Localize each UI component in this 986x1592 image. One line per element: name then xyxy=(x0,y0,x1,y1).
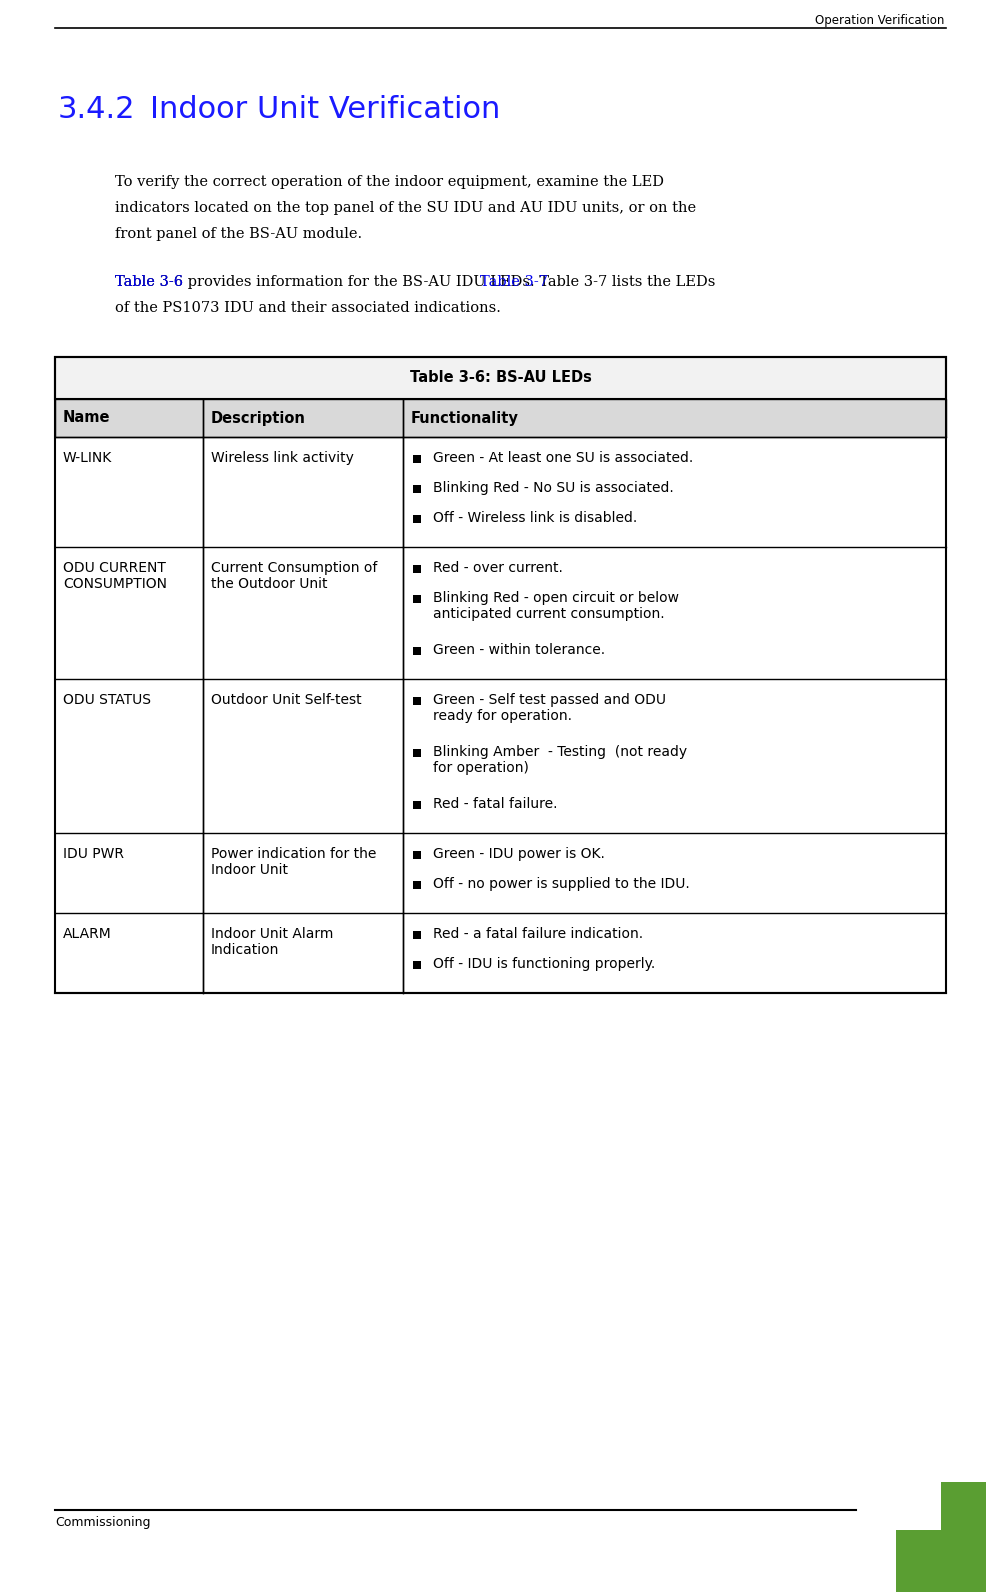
Text: indicators located on the top panel of the SU IDU and AU IDU units, or on the: indicators located on the top panel of t… xyxy=(115,201,696,215)
Text: Green - within tolerance.: Green - within tolerance. xyxy=(433,643,605,657)
Bar xyxy=(413,748,421,758)
Text: ODU STATUS: ODU STATUS xyxy=(63,693,151,707)
Bar xyxy=(413,565,421,573)
Bar xyxy=(413,646,421,654)
Text: IDU PWR: IDU PWR xyxy=(63,847,124,861)
Text: Green - At least one SU is associated.: Green - At least one SU is associated. xyxy=(433,451,693,465)
Text: Wireless link activity: Wireless link activity xyxy=(211,451,354,465)
Text: Table 3-6: BS-AU LEDs: Table 3-6: BS-AU LEDs xyxy=(409,371,592,385)
Bar xyxy=(896,1482,986,1592)
Bar xyxy=(413,880,421,888)
Bar xyxy=(413,852,421,860)
Bar xyxy=(55,436,946,548)
Bar xyxy=(413,486,421,494)
Text: Blinking Amber  - Testing  (not ready
for operation): Blinking Amber - Testing (not ready for … xyxy=(433,745,687,775)
Bar xyxy=(896,1482,986,1530)
Text: ALARM: ALARM xyxy=(63,927,111,941)
Bar xyxy=(413,931,421,939)
Text: 3.4.2: 3.4.2 xyxy=(58,96,135,124)
Bar xyxy=(413,595,421,603)
Text: Off - no power is supplied to the IDU.: Off - no power is supplied to the IDU. xyxy=(433,877,690,892)
Text: of the PS1073 IDU and their associated indications.: of the PS1073 IDU and their associated i… xyxy=(115,301,501,315)
Bar xyxy=(55,357,946,993)
Bar xyxy=(896,1482,941,1530)
Bar xyxy=(55,357,946,400)
Text: front panel of the BS-AU module.: front panel of the BS-AU module. xyxy=(115,228,362,240)
Bar xyxy=(55,912,946,993)
Bar xyxy=(55,833,946,912)
Text: Power indication for the
Indoor Unit: Power indication for the Indoor Unit xyxy=(211,847,377,877)
Text: Commissioning: Commissioning xyxy=(55,1516,151,1528)
Text: Table 3-6: Table 3-6 xyxy=(115,275,183,290)
Bar xyxy=(413,697,421,705)
Text: Name: Name xyxy=(63,411,110,425)
Text: Red - over current.: Red - over current. xyxy=(433,560,563,575)
Text: Operation Verification: Operation Verification xyxy=(814,14,944,27)
Text: Functionality: Functionality xyxy=(411,411,519,425)
Text: Indoor Unit Alarm
Indication: Indoor Unit Alarm Indication xyxy=(211,927,333,957)
Text: Table 3-7: Table 3-7 xyxy=(480,275,548,290)
Bar xyxy=(413,514,421,524)
Text: 51: 51 xyxy=(931,1554,951,1568)
Bar xyxy=(55,680,946,833)
Text: Blinking Red - open circuit or below
anticipated current consumption.: Blinking Red - open circuit or below ant… xyxy=(433,591,679,621)
Text: Table 3-6 provides information for the BS-AU IDU LEDs. Table 3-7 lists the LEDs: Table 3-6 provides information for the B… xyxy=(115,275,716,290)
Text: Outdoor Unit Self-test: Outdoor Unit Self-test xyxy=(211,693,362,707)
Text: Indoor Unit Verification: Indoor Unit Verification xyxy=(150,96,500,124)
Text: Blinking Red - No SU is associated.: Blinking Red - No SU is associated. xyxy=(433,481,673,495)
Text: Off - Wireless link is disabled.: Off - Wireless link is disabled. xyxy=(433,511,637,525)
Text: Green - Self test passed and ODU
ready for operation.: Green - Self test passed and ODU ready f… xyxy=(433,693,666,723)
Bar xyxy=(55,548,946,680)
Text: Current Consumption of
the Outdoor Unit: Current Consumption of the Outdoor Unit xyxy=(211,560,378,591)
Text: W-LINK: W-LINK xyxy=(63,451,112,465)
Text: Off - IDU is functioning properly.: Off - IDU is functioning properly. xyxy=(433,957,656,971)
Text: Green - IDU power is OK.: Green - IDU power is OK. xyxy=(433,847,604,861)
Text: Description: Description xyxy=(211,411,306,425)
Text: ODU CURRENT
CONSUMPTION: ODU CURRENT CONSUMPTION xyxy=(63,560,167,591)
Text: Red - a fatal failure indication.: Red - a fatal failure indication. xyxy=(433,927,643,941)
Bar xyxy=(413,801,421,809)
Bar xyxy=(413,455,421,463)
Bar xyxy=(413,962,421,970)
Text: Red - fatal failure.: Red - fatal failure. xyxy=(433,798,557,810)
Text: To verify the correct operation of the indoor equipment, examine the LED: To verify the correct operation of the i… xyxy=(115,175,664,189)
Bar xyxy=(55,400,946,436)
